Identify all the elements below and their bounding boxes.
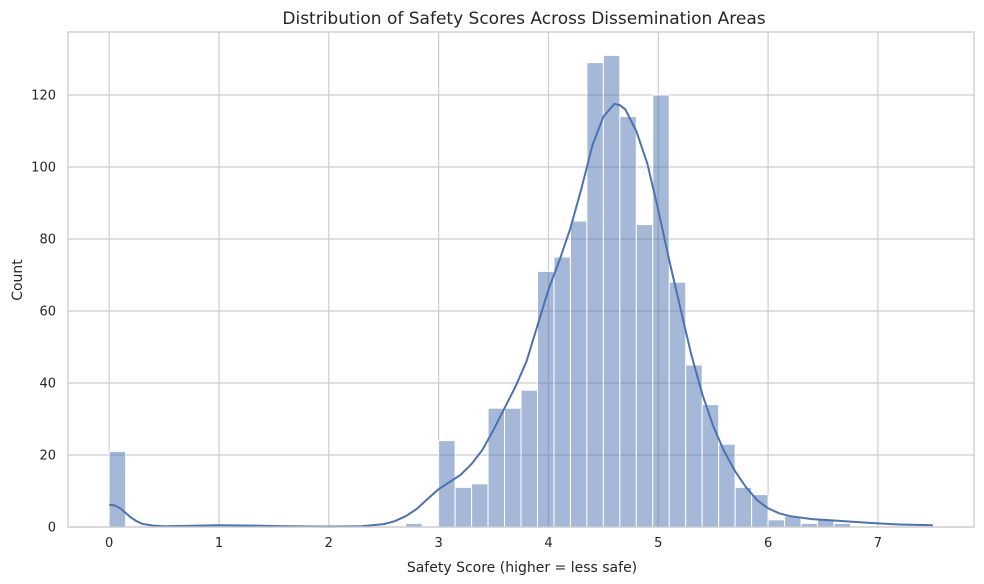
x-axis-label: Safety Score (higher = less safe) (407, 560, 637, 576)
histogram-bar (767, 519, 786, 528)
histogram-bar (569, 220, 588, 528)
x-tick-label: 6 (764, 536, 772, 551)
histogram-bar (504, 407, 522, 528)
x-tick-label: 3 (434, 536, 442, 551)
tick-labels: 0 1 2 3 4 5 6 7 0 20 40 60 80 100 120 (31, 89, 882, 552)
y-tick-label: 0 (48, 521, 56, 536)
plot-frame (67, 31, 975, 528)
histogram-bar (602, 54, 621, 528)
y-tick-label: 60 (39, 305, 56, 320)
y-tick-label: 40 (39, 377, 56, 392)
histogram-bar (751, 494, 769, 528)
histogram-bar (108, 450, 127, 528)
histogram-bar (734, 486, 753, 528)
x-tick-label: 5 (654, 536, 662, 551)
x-tick-label: 0 (105, 536, 113, 551)
histogram-bar (619, 116, 637, 528)
histogram-bar (701, 404, 720, 528)
x-tick-label: 2 (325, 536, 333, 551)
y-tick-label: 120 (31, 89, 56, 104)
y-tick-label: 100 (31, 161, 56, 176)
x-tick-label: 4 (544, 536, 552, 551)
kde-curve-group (109, 102, 933, 528)
histogram-bar (520, 389, 538, 528)
histogram-bar (685, 364, 703, 528)
histogram-bar (471, 483, 489, 528)
kde-curve (109, 102, 933, 528)
histogram-bar (553, 256, 571, 528)
histogram-bars (108, 54, 851, 528)
histogram-bar (454, 486, 473, 528)
x-tick-label: 1 (215, 536, 223, 551)
histogram-bar (635, 224, 654, 528)
y-tick-label: 20 (39, 449, 56, 464)
y-tick-label: 80 (39, 233, 56, 248)
x-tick-label: 7 (874, 536, 882, 551)
histogram-bar (652, 94, 670, 528)
histogram-bar (536, 270, 555, 528)
histogram-bar (586, 62, 604, 528)
chart-title: Distribution of Safety Scores Across Dis… (282, 9, 765, 29)
y-axis-label: Count (10, 259, 26, 301)
